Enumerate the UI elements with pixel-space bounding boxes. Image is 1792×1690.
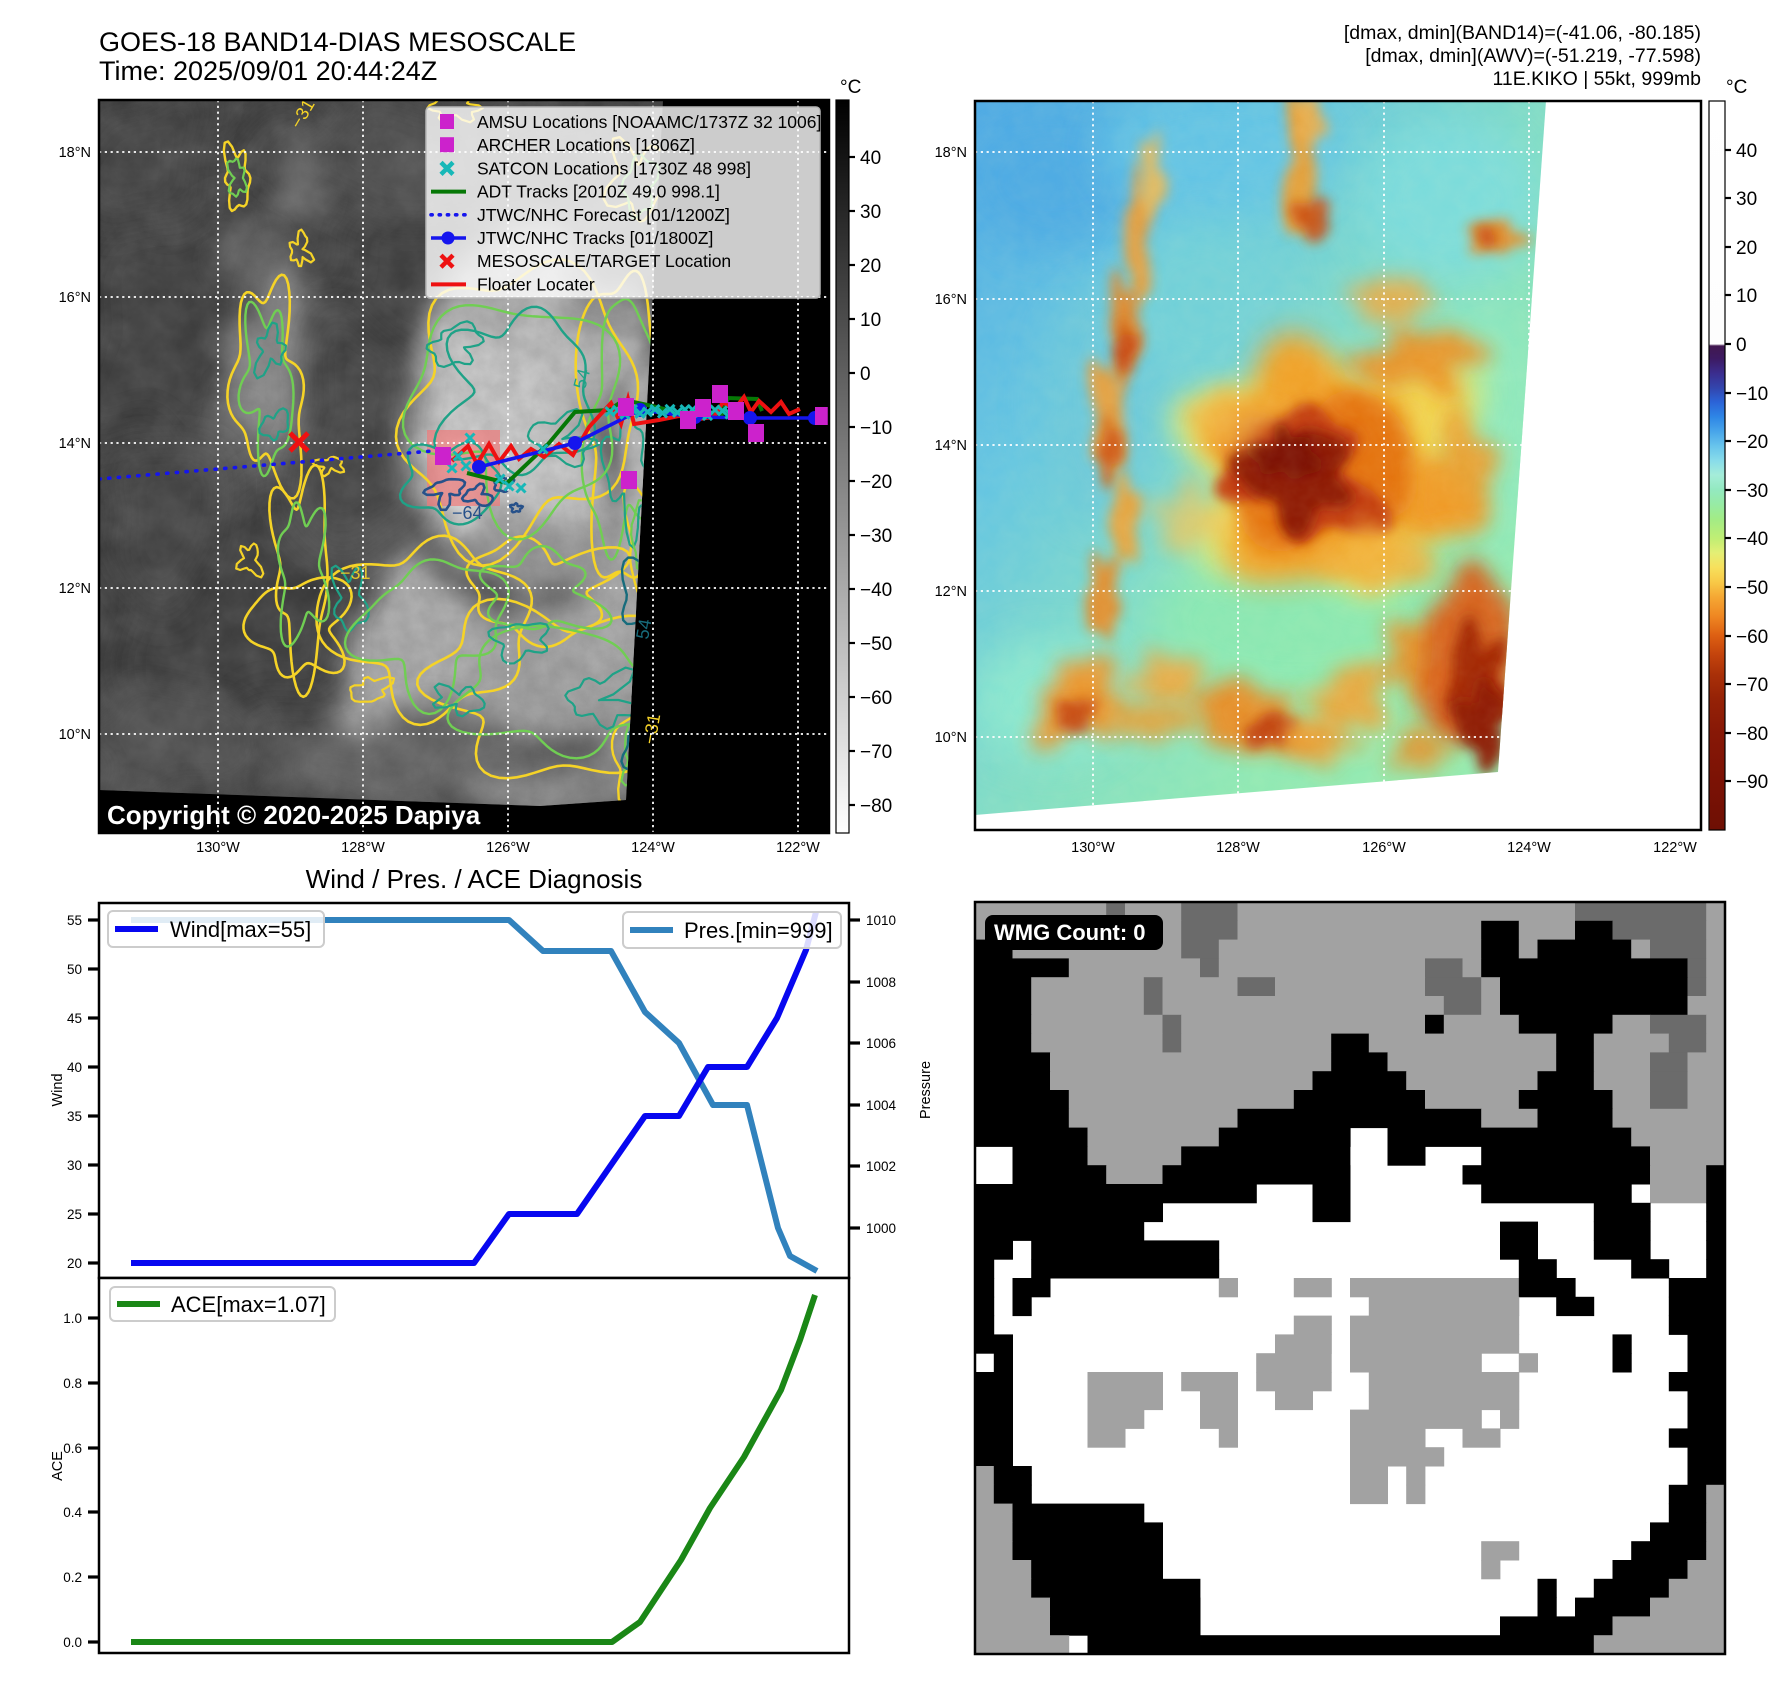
svg-text:126°W: 126°W — [486, 840, 530, 856]
svg-text:Pres.[min=999]: Pres.[min=999] — [684, 918, 833, 943]
svg-text:Wind[max=55]: Wind[max=55] — [170, 917, 311, 942]
svg-text:18°N: 18°N — [935, 145, 967, 161]
svg-text:128°W: 128°W — [1216, 840, 1260, 856]
svg-text:−10: −10 — [1736, 384, 1768, 405]
svg-text:30: 30 — [860, 202, 881, 223]
svg-text:−60: −60 — [860, 688, 892, 709]
svg-text:55: 55 — [67, 913, 82, 928]
svg-text:124°W: 124°W — [631, 840, 675, 856]
svg-text:ADT Tracks [2010Z 49.0 998.1]: ADT Tracks [2010Z 49.0 998.1] — [477, 182, 720, 202]
svg-text:50: 50 — [67, 962, 82, 977]
svg-text:0: 0 — [1736, 335, 1747, 356]
svg-text:130°W: 130°W — [1071, 840, 1115, 856]
svg-text:10°N: 10°N — [59, 727, 91, 743]
svg-text:10: 10 — [1736, 286, 1757, 307]
svg-text:Wind / Pres. / ACE Diagnosis: Wind / Pres. / ACE Diagnosis — [306, 864, 643, 894]
svg-text:−40: −40 — [1736, 529, 1768, 550]
svg-text:−31: −31 — [340, 563, 371, 583]
svg-text:−50: −50 — [860, 634, 892, 655]
svg-text:−80: −80 — [1736, 724, 1768, 745]
svg-text:14°N: 14°N — [59, 436, 91, 452]
svg-text:40: 40 — [67, 1060, 82, 1075]
svg-text:0: 0 — [860, 364, 871, 385]
svg-text:−30: −30 — [1736, 481, 1768, 502]
svg-text:16°N: 16°N — [59, 290, 91, 306]
svg-text:25: 25 — [67, 1207, 82, 1222]
svg-text:−70: −70 — [860, 742, 892, 763]
svg-text:AMSU Locations [NOAAMC/1737Z 3: AMSU Locations [NOAAMC/1737Z 32 1006] — [477, 112, 821, 132]
svg-text:12°N: 12°N — [59, 581, 91, 597]
svg-text:122°W: 122°W — [1653, 840, 1697, 856]
svg-text:124°W: 124°W — [1507, 840, 1551, 856]
svg-text:10: 10 — [860, 310, 881, 331]
svg-text:Time: 2025/09/01 20:44:24Z: Time: 2025/09/01 20:44:24Z — [99, 56, 437, 86]
svg-text:MESOSCALE/TARGET Location: MESOSCALE/TARGET Location — [477, 251, 731, 271]
svg-text:GOES-18 BAND14-DIAS MESOSCALE: GOES-18 BAND14-DIAS MESOSCALE — [99, 27, 576, 57]
svg-text:20: 20 — [67, 1256, 82, 1271]
svg-text:11E.KIKO | 55kt, 999mb: 11E.KIKO | 55kt, 999mb — [1493, 68, 1702, 90]
svg-text:54: 54 — [632, 617, 655, 640]
svg-text:SATCON Locations [1730Z 48 998: SATCON Locations [1730Z 48 998] — [477, 158, 751, 178]
svg-text:0.0: 0.0 — [63, 1635, 82, 1650]
svg-text:−20: −20 — [1736, 432, 1768, 453]
svg-text:30: 30 — [1736, 189, 1757, 210]
svg-text:°C: °C — [1726, 77, 1747, 98]
svg-text:−40: −40 — [860, 580, 892, 601]
svg-text:128°W: 128°W — [341, 840, 385, 856]
svg-text:0.6: 0.6 — [63, 1441, 82, 1456]
svg-text:Copyright © 2020-2025 Dapiya: Copyright © 2020-2025 Dapiya — [107, 800, 481, 830]
svg-text:1006: 1006 — [866, 1036, 896, 1051]
svg-text:122°W: 122°W — [776, 840, 820, 856]
svg-text:ACE: ACE — [50, 1451, 66, 1481]
svg-text:−64: −64 — [452, 503, 483, 523]
svg-text:126°W: 126°W — [1362, 840, 1406, 856]
svg-text:1.0: 1.0 — [63, 1311, 82, 1326]
svg-text:1004: 1004 — [866, 1098, 897, 1113]
svg-text:0.4: 0.4 — [63, 1505, 82, 1520]
svg-text:−70: −70 — [1736, 675, 1768, 696]
svg-text:1000: 1000 — [866, 1221, 896, 1236]
svg-text:JTWC/NHC Tracks [01/1800Z]: JTWC/NHC Tracks [01/1800Z] — [477, 228, 713, 248]
svg-text:20: 20 — [1736, 238, 1757, 259]
svg-text:0.8: 0.8 — [63, 1376, 82, 1391]
svg-text:16°N: 16°N — [935, 292, 967, 308]
svg-text:12°N: 12°N — [935, 584, 967, 600]
svg-text:1002: 1002 — [866, 1159, 896, 1174]
svg-text:40: 40 — [1736, 141, 1757, 162]
svg-text:10°N: 10°N — [935, 730, 967, 746]
svg-text:Pressure: Pressure — [918, 1061, 934, 1119]
svg-text:20: 20 — [860, 256, 881, 277]
svg-text:0.2: 0.2 — [63, 1570, 82, 1585]
svg-text:130°W: 130°W — [196, 840, 240, 856]
svg-text:°C: °C — [840, 77, 861, 98]
svg-text:40: 40 — [860, 148, 881, 169]
svg-text:ARCHER Locations [1806Z]: ARCHER Locations [1806Z] — [477, 135, 695, 155]
svg-text:[dmax, dmin](BAND14)=(-41.06,: [dmax, dmin](BAND14)=(-41.06, -80.185) — [1344, 22, 1701, 44]
svg-text:−30: −30 — [860, 526, 892, 547]
svg-text:Wind: Wind — [50, 1073, 66, 1106]
svg-text:−20: −20 — [860, 472, 892, 493]
svg-text:1008: 1008 — [866, 975, 896, 990]
svg-text:ACE[max=1.07]: ACE[max=1.07] — [171, 1292, 326, 1317]
svg-text:Floater Locater: Floater Locater — [477, 274, 595, 294]
svg-text:−50: −50 — [1736, 578, 1768, 599]
svg-text:18°N: 18°N — [59, 145, 91, 161]
svg-text:JTWC/NHC Forecast [01/1200Z]: JTWC/NHC Forecast [01/1200Z] — [477, 205, 730, 225]
svg-text:−10: −10 — [860, 418, 892, 439]
svg-text:45: 45 — [67, 1011, 82, 1026]
svg-text:14°N: 14°N — [935, 438, 967, 454]
svg-text:−80: −80 — [860, 796, 892, 817]
svg-text:[dmax, dmin](AWV)=(-51.219, -7: [dmax, dmin](AWV)=(-51.219, -77.598) — [1365, 45, 1701, 67]
svg-text:35: 35 — [67, 1109, 82, 1124]
svg-text:WMG Count: 0: WMG Count: 0 — [994, 920, 1146, 945]
svg-text:1010: 1010 — [866, 913, 896, 928]
svg-text:−90: −90 — [1736, 772, 1768, 793]
svg-text:−60: −60 — [1736, 627, 1768, 648]
svg-text:30: 30 — [67, 1158, 82, 1173]
